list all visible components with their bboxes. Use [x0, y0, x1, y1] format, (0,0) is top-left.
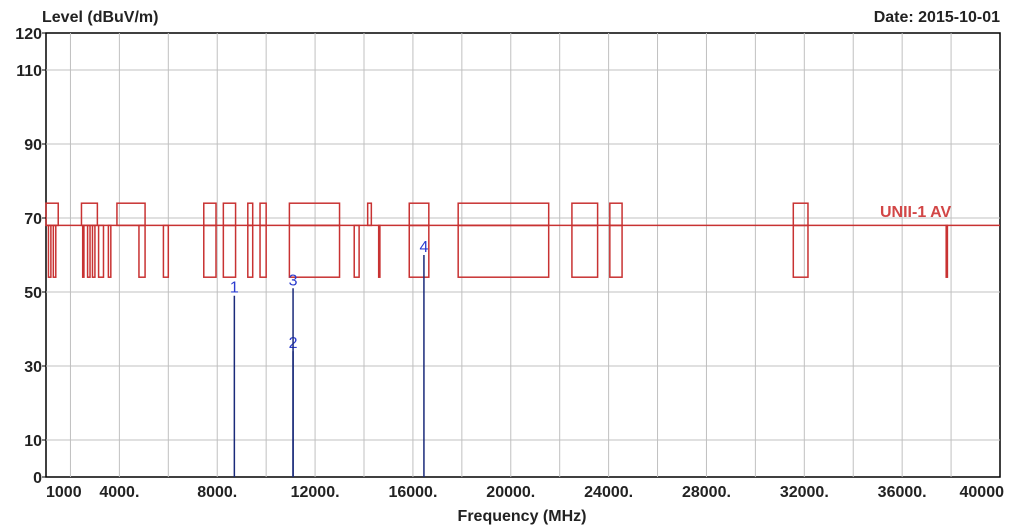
marker-label: 3: [289, 272, 298, 289]
x-ticks: 1000 4000. 8000. 12000. 16000. 20000. 24000. 28…: [46, 484, 1004, 501]
limit-lower-band: [86, 224, 91, 278]
date-label: Date: 2015-10-01: [874, 9, 1000, 26]
y-axis-label: Level (dBuV/m): [42, 9, 158, 26]
x-tick-label: 24000.: [584, 484, 633, 501]
limit-line: [45, 202, 1000, 278]
limit-line-label: UNII-1 AV: [880, 204, 951, 221]
limit-lower-band: [247, 224, 254, 278]
x-tick-label: 20000.: [486, 484, 535, 501]
limit-lower-band: [377, 224, 381, 278]
limit-lower-band: [609, 224, 623, 278]
x-tick-label: 1000: [46, 484, 82, 501]
limit-lower-band: [571, 224, 599, 278]
limit-lower-band: [408, 224, 430, 278]
plot-frame: [45, 32, 1001, 478]
x-tick-label: 28000.: [682, 484, 731, 501]
markers: 1234: [230, 239, 428, 477]
limit-lower-band: [52, 224, 57, 278]
y-tick-label: 70: [24, 211, 42, 228]
marker-label: 1: [230, 280, 239, 297]
x-tick-label: 36000.: [878, 484, 927, 501]
limit-lower-band: [81, 224, 85, 278]
limit-upper-band: [45, 202, 59, 227]
x-axis-label: Frequency (MHz): [458, 508, 587, 525]
x-tick-label: 12000.: [291, 484, 340, 501]
limit-lower-band: [288, 224, 341, 278]
limit-lower-band: [97, 224, 105, 278]
y-tick-label: 10: [24, 433, 42, 450]
limit-lower-band: [353, 224, 360, 278]
y-tick-label: 0: [33, 470, 42, 487]
grid: [46, 33, 1000, 477]
limit-lower-band: [91, 224, 96, 278]
limit-lower-band: [47, 224, 52, 278]
y-tick-label: 90: [24, 137, 42, 154]
limit-upper-band: [116, 202, 146, 227]
limit-lower-band: [138, 224, 146, 278]
limit-lower-band: [792, 224, 809, 278]
x-tick-label: 8000.: [197, 484, 237, 501]
x-tick-label: 4000.: [99, 484, 139, 501]
limit-lower-band: [162, 224, 170, 278]
limit-lower-band: [457, 224, 550, 278]
limit-lower-band: [259, 224, 267, 278]
x-tick-label: 16000.: [388, 484, 437, 501]
marker-label: 4: [419, 239, 428, 256]
y-tick-label: 120: [15, 26, 42, 43]
limit-upper-band: [366, 202, 373, 227]
limit-lower-band: [107, 224, 112, 278]
y-ticks: 0 10 30 50 70 90 110 120: [15, 26, 46, 487]
y-tick-label: 30: [24, 359, 42, 376]
y-tick-label: 50: [24, 285, 42, 302]
limit-lower-band: [945, 224, 949, 278]
limit-lower-band: [222, 224, 237, 278]
x-tick-label: 40000: [960, 484, 1005, 501]
limit-lower-band: [203, 224, 217, 278]
x-tick-label: 32000.: [780, 484, 829, 501]
y-tick-label: 110: [16, 63, 42, 80]
